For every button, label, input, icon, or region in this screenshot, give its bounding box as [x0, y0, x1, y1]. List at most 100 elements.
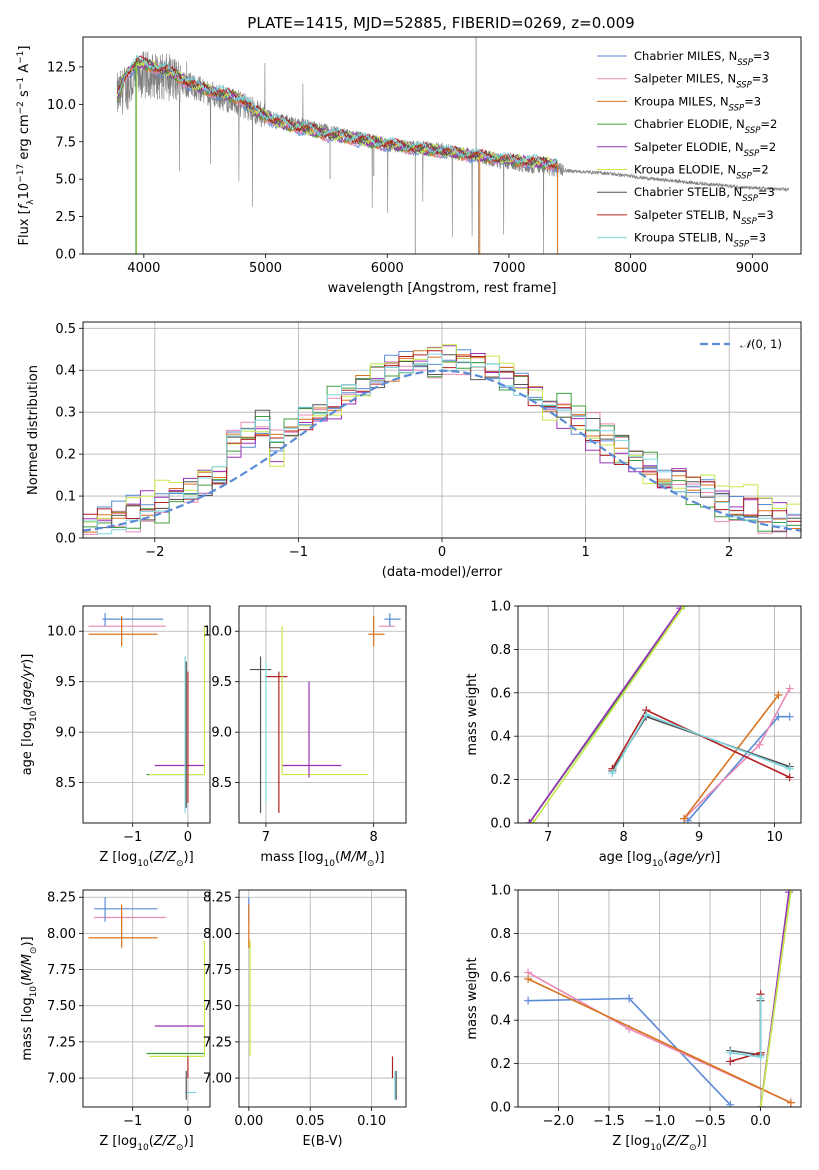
point-marker: [726, 1048, 735, 1057]
point-marker: [785, 712, 794, 721]
x-axis-label: (data-model)/error: [382, 565, 503, 580]
y-tick-label: 0.6: [490, 970, 511, 985]
x-tick-label: 8: [620, 830, 628, 845]
weight-line: [730, 1000, 762, 1056]
y-axis-label: mass weight: [465, 957, 480, 1039]
x-tick-label: −1: [123, 830, 142, 845]
x-tick-label: 10: [766, 830, 783, 845]
y-tick-label: 0.4: [490, 1014, 511, 1029]
legend-label: Chabrier ELODIE, NSSP=2: [634, 117, 777, 136]
y-tick-label: 8.00: [47, 927, 76, 942]
model-spectrum: [116, 54, 558, 169]
x-tick-label: 2: [725, 545, 733, 560]
y-tick-label: 0.0: [55, 532, 76, 547]
y-tick-label: 7.00: [47, 1072, 76, 1087]
plot-area: [88, 613, 206, 813]
plot-area: [525, 606, 794, 823]
plot-area: [524, 890, 795, 1107]
y-tick-label: 0.0: [490, 1101, 511, 1116]
legend: Chabrier MILES, NSSP=3 Salpeter MILES, NS…: [597, 49, 777, 250]
plot-area: [249, 613, 401, 813]
y-tick-label: 7.50: [47, 999, 76, 1014]
axes-2: −1 0 8.5 9.0 9.5 10.0 Z [log10(Z/Z⊙)] age [log1…: [20, 605, 211, 869]
x-tick-label: −1.5: [593, 1114, 625, 1129]
histogram-step: [83, 353, 801, 535]
point-marker: [625, 994, 634, 1003]
y-tick-label: 10.0: [47, 98, 76, 113]
x-tick-label: 9000: [736, 261, 769, 276]
y-tick-label: 0.5: [55, 322, 76, 337]
x-tick-label: 0: [184, 830, 192, 845]
point-marker: [680, 814, 689, 823]
y-tick-label: 0.2: [55, 448, 76, 463]
x-tick-label: 0.00: [234, 1114, 263, 1129]
point-marker: [786, 1098, 795, 1107]
y-tick-label: 7.75: [203, 963, 232, 978]
x-tick-label: 1: [581, 545, 589, 560]
axes-4: 7 8 9 10 0.0 0.2 0.4 0.6 0.8 1.0 age [log10(age/yr…: [465, 600, 802, 869]
x-axis-label: mass [log10(M/M⊙)]: [260, 850, 384, 869]
y-tick-label: 0.0: [490, 817, 511, 832]
y-tick-label: 9.0: [55, 726, 76, 741]
y-tick-label: 0.2: [490, 1057, 511, 1072]
y-tick-label: 9.5: [211, 675, 232, 690]
x-axis-label: E(B-V): [302, 1134, 342, 1149]
y-tick-label: 9.0: [211, 726, 232, 741]
x-axis-label: Z [log10(Z/Z⊙)]: [612, 1134, 706, 1153]
y-tick-label: 10.0: [203, 625, 232, 640]
point-marker: [642, 710, 651, 719]
weight-line: [730, 998, 762, 1059]
x-tick-label: 0.0: [750, 1114, 771, 1129]
weight-line: [611, 709, 791, 779]
point-marker: [756, 1103, 765, 1107]
x-axis-label: Z [log10(Z/Z⊙)]: [99, 850, 193, 869]
x-tick-label: −1: [123, 1114, 142, 1129]
y-tick-label: 0.3: [55, 406, 76, 421]
y-axis-label: mass weight: [465, 673, 480, 755]
x-tick-label: 8: [370, 830, 378, 845]
y-axis-label: mass [log10(M/M⊙)]: [20, 936, 39, 1060]
point-marker: [525, 819, 534, 823]
x-tick-label: 0.10: [357, 1114, 386, 1129]
x-tick-label: 0.05: [296, 1114, 325, 1129]
y-tick-label: 7.25: [47, 1035, 76, 1050]
y-tick-label: 10.0: [47, 625, 76, 640]
x-tick-label: −2.0: [543, 1114, 575, 1129]
axes-5: −1 0 7.00 7.25 7.50 7.75 8.00 8.25 Z [log10(Z/Z⊙…: [20, 889, 211, 1153]
y-tick-label: 8.5: [55, 776, 76, 791]
x-axis-label: Z [log10(Z/Z⊙)]: [99, 1134, 193, 1153]
y-tick-label: 0.6: [490, 686, 511, 701]
axes-3: 7 8 8.5 9.0 9.5 10.0 mass [log10(M/M⊙)]: [203, 605, 407, 869]
axes-frame: [82, 605, 211, 824]
x-tick-label: 4000: [127, 261, 160, 276]
y-tick-label: 7.50: [203, 999, 232, 1014]
weight-line: [759, 890, 792, 1107]
legend-label: Chabrier MILES, NSSP=3: [634, 49, 770, 68]
x-tick-label: 8000: [614, 261, 647, 276]
axes-frame: [238, 605, 407, 824]
legend-label: Chabrier STELIB, NSSP=3: [634, 185, 775, 204]
axes-frame: [82, 321, 802, 539]
y-tick-label: 8.00: [203, 927, 232, 942]
y-tick-label: 8.25: [203, 891, 232, 906]
weight-line: [527, 978, 792, 1104]
y-tick-label: 7.00: [203, 1072, 232, 1087]
axes-0: 4000 5000 6000 7000 8000 9000 0.0 2.5 5.0 7.5 10.0…: [16, 36, 802, 296]
x-axis-label: age [log10(age/yr)]: [599, 850, 721, 869]
legend-label: Salpeter ELODIE, NSSP=2: [634, 140, 776, 159]
x-tick-label: −2: [145, 545, 164, 560]
axes-6: 0.00 0.05 0.10 7.00 7.25 7.50 7.75 8.00 8.25 E(B-…: [203, 889, 407, 1149]
y-tick-label: 9.5: [55, 675, 76, 690]
y-tick-label: 7.25: [203, 1035, 232, 1050]
normal-curve: [83, 369, 801, 532]
y-tick-label: 2.5: [55, 210, 76, 225]
axes-7: −2.0 −1.5 −1.0 −0.5 0.0 0.0 0.2 0.4 0.6 0.8 1.0 Z […: [465, 884, 802, 1153]
axes-frame: [517, 889, 802, 1108]
point-marker: [756, 994, 765, 1003]
point-marker: [774, 712, 783, 721]
y-tick-label: 0.1: [55, 490, 76, 505]
y-tick-label: 5.0: [55, 173, 76, 188]
point-marker: [524, 974, 533, 983]
x-tick-label: 7: [262, 830, 270, 845]
